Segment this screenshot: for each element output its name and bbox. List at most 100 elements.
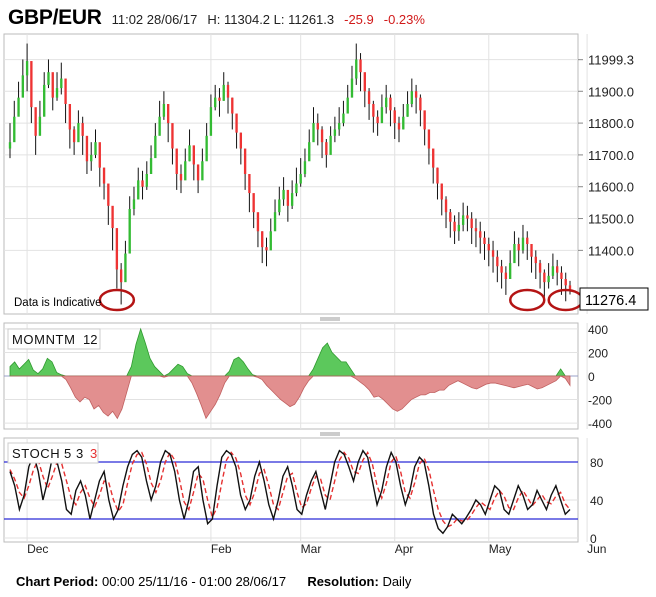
candle-body xyxy=(286,189,290,206)
candle-body xyxy=(278,199,281,213)
candle-body xyxy=(325,142,328,155)
candle-body xyxy=(547,275,550,283)
candle-body xyxy=(530,244,533,257)
candle-body xyxy=(205,135,208,162)
candle-body xyxy=(55,88,59,98)
candle-body xyxy=(513,244,516,264)
candle-body xyxy=(171,123,174,149)
stoch-title-box xyxy=(7,442,99,464)
momentum-y-tick-label: -200 xyxy=(588,394,612,408)
price-y-tick-label: 11999.3 xyxy=(588,53,634,68)
candle-body xyxy=(556,266,559,273)
candle-body xyxy=(290,193,294,206)
candle-body xyxy=(196,164,200,181)
candle-body xyxy=(508,263,512,279)
candle-body xyxy=(359,59,362,73)
candle-body xyxy=(543,272,546,283)
price-y-tick-label: 11500.0 xyxy=(588,212,634,227)
candle-body xyxy=(222,84,225,101)
header-change-pct: -0.23% xyxy=(383,12,425,27)
candle-body xyxy=(25,61,29,76)
candle-body xyxy=(504,272,508,279)
candle-body xyxy=(137,180,140,200)
candle-body xyxy=(94,142,97,155)
momentum-y-tick-label: 0 xyxy=(588,370,595,384)
candle-body xyxy=(252,193,255,213)
candle-body xyxy=(419,97,422,111)
candle-body xyxy=(13,116,16,143)
momentum-y-tick-label: 200 xyxy=(588,346,608,360)
candle-body xyxy=(316,123,319,130)
candle-body xyxy=(273,212,277,232)
stoch-layer xyxy=(4,449,578,535)
candle-body xyxy=(184,161,187,181)
candle-body xyxy=(51,72,54,98)
candle-body xyxy=(410,91,414,104)
candle-body xyxy=(17,97,20,117)
resolution-value: Daily xyxy=(382,574,412,589)
candle-body xyxy=(432,148,435,168)
price-y-tick-label: 11700.0 xyxy=(588,148,634,163)
candle-body xyxy=(107,183,110,206)
candle-body xyxy=(188,145,191,162)
period-label: Chart Period: xyxy=(16,574,99,589)
candle-body xyxy=(201,161,204,181)
candle-body xyxy=(355,59,358,79)
chart-footer: Chart Period: 00:00 25/11/16 - 01:00 28/… xyxy=(16,574,411,589)
candle-body xyxy=(342,113,345,124)
candle-body xyxy=(440,183,443,200)
stoch-param-smooth: 3 xyxy=(76,446,83,461)
candle-body xyxy=(68,104,72,130)
candle-body xyxy=(444,199,448,213)
momentum-negative-area xyxy=(10,375,571,420)
x-tick-label: Apr xyxy=(395,542,414,556)
candle-body xyxy=(470,218,473,229)
candle-body xyxy=(436,167,439,184)
candle-body xyxy=(551,266,555,276)
candle-body xyxy=(128,209,131,254)
highlight-circle xyxy=(509,288,546,312)
candle-body xyxy=(372,104,375,117)
candle-body xyxy=(376,116,379,124)
candle-body xyxy=(320,129,324,143)
resize-handle-momentum[interactable] xyxy=(320,317,340,321)
candle-body xyxy=(179,174,183,181)
candle-body xyxy=(461,215,465,225)
momentum-title-box xyxy=(7,328,101,350)
price-y-tick-label: 11900.0 xyxy=(588,84,634,99)
candle-body xyxy=(427,129,431,149)
candle-body xyxy=(235,113,238,133)
candle-body xyxy=(149,158,153,174)
candle-body xyxy=(38,116,42,136)
candle-body xyxy=(43,84,46,117)
candle-body xyxy=(350,78,354,98)
candle-body xyxy=(538,263,542,273)
resolution-label: Resolution: xyxy=(307,574,379,589)
indicative-note: Data is Indicative xyxy=(14,297,102,309)
last-value-box xyxy=(579,287,649,311)
candle-body xyxy=(449,212,452,222)
momentum-layer xyxy=(9,327,571,420)
candle-body xyxy=(60,78,63,89)
candle-body xyxy=(414,91,418,98)
candle-body xyxy=(564,279,567,286)
last-value-label: 11276.4 xyxy=(585,293,636,309)
candle-body xyxy=(261,231,264,248)
price-y-tick-label: 11600.0 xyxy=(588,180,634,195)
candle-body xyxy=(98,142,101,168)
candle-body xyxy=(496,256,499,267)
candle-body xyxy=(534,256,537,264)
candle-body xyxy=(248,174,251,194)
candle-body xyxy=(385,97,388,108)
price-panel xyxy=(3,33,579,315)
axis-layer: Dec Feb Mar Apr May Jun 11400.0 11500.0 11600.0 1… xyxy=(27,53,634,556)
stoch-param-d: 3 xyxy=(90,446,97,461)
candle-body xyxy=(175,148,178,174)
candle-body xyxy=(308,142,311,162)
momentum-y-tick-label: -400 xyxy=(588,417,612,431)
candle-body xyxy=(312,123,315,143)
candle-body xyxy=(406,104,409,117)
candle-body xyxy=(226,84,230,98)
resize-handle-stoch[interactable] xyxy=(320,432,340,436)
